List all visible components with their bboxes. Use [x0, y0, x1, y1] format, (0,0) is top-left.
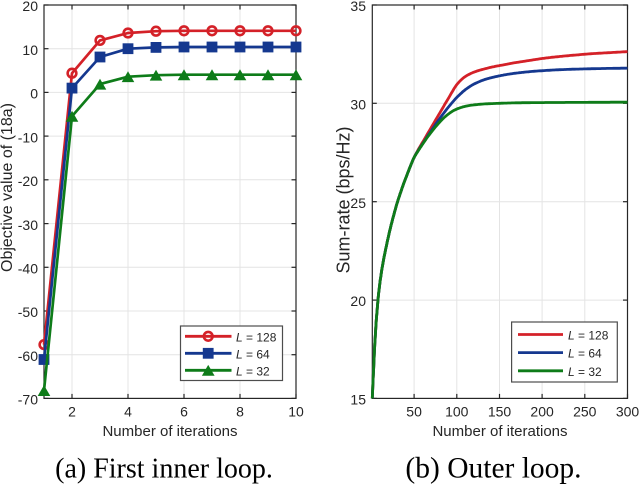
svg-text:L = 64: L = 64 [568, 347, 602, 361]
svg-text:-70: -70 [18, 392, 38, 408]
svg-text:0: 0 [30, 86, 38, 102]
svg-text:Number of iterations: Number of iterations [432, 423, 567, 440]
svg-text:Objective value of (18a): Objective value of (18a) [0, 103, 16, 272]
svg-text:L = 32: L = 32 [568, 365, 602, 379]
svg-text:20: 20 [22, 0, 38, 14]
svg-text:-30: -30 [18, 217, 38, 233]
svg-text:-10: -10 [18, 129, 38, 145]
svg-text:(b) Outer loop.: (b) Outer loop. [405, 453, 581, 485]
svg-text:L = 128: L = 128 [568, 329, 609, 343]
svg-text:4: 4 [124, 404, 132, 420]
svg-text:200: 200 [530, 404, 554, 420]
svg-text:35: 35 [350, 0, 366, 14]
svg-text:(a) First inner loop.: (a) First inner loop. [55, 454, 273, 485]
svg-text:30: 30 [350, 97, 366, 113]
svg-text:Number of iterations: Number of iterations [102, 423, 237, 440]
svg-text:-20: -20 [18, 173, 38, 189]
svg-text:L = 32: L = 32 [236, 364, 270, 378]
svg-text:100: 100 [445, 404, 469, 420]
svg-text:Sum-rate (bps/Hz): Sum-rate (bps/Hz) [334, 126, 354, 273]
svg-text:15: 15 [350, 392, 366, 408]
svg-text:2: 2 [68, 404, 76, 420]
svg-text:20: 20 [350, 293, 366, 309]
svg-text:50: 50 [406, 404, 422, 420]
svg-text:8: 8 [236, 404, 244, 420]
svg-text:L = 128: L = 128 [236, 330, 277, 344]
svg-text:-60: -60 [18, 348, 38, 364]
svg-text:10: 10 [22, 42, 38, 58]
svg-text:25: 25 [350, 195, 366, 211]
svg-text:150: 150 [488, 404, 512, 420]
svg-text:300: 300 [616, 404, 640, 420]
svg-text:250: 250 [573, 404, 597, 420]
svg-text:-40: -40 [18, 261, 38, 277]
svg-text:-50: -50 [18, 304, 38, 320]
svg-text:6: 6 [180, 404, 188, 420]
svg-text:10: 10 [288, 404, 304, 420]
svg-text:L = 64: L = 64 [236, 347, 270, 361]
